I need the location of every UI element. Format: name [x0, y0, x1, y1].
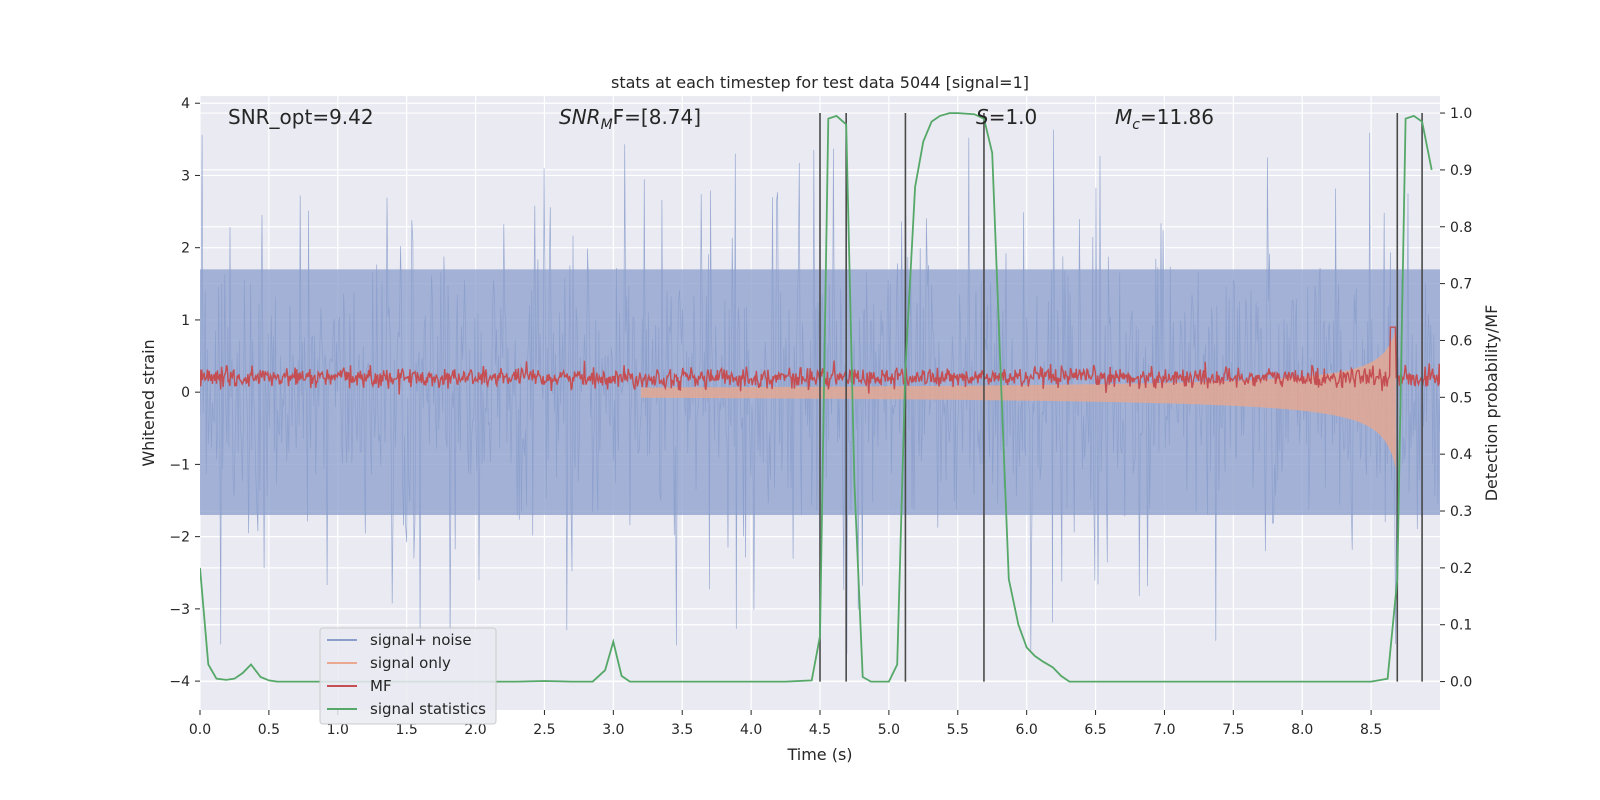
- x-tick-label-9: 4.5: [809, 722, 831, 738]
- x-tick-label-17: 8.5: [1360, 722, 1382, 738]
- y-right-axis-label: Detection probability/MF: [1482, 305, 1501, 502]
- legend-label-signal: signal only: [370, 654, 451, 672]
- x-tick-label-3: 1.5: [396, 722, 418, 738]
- yr-tick-label-8: 0.8: [1450, 220, 1472, 236]
- x-axis: 0.0 0.5 1.0 1.5 2.0 2.5 3.0 3.5 4.0 4.5 5.0 5.5 6.0 6…: [189, 710, 1382, 738]
- x-tick-label-6: 3.0: [602, 722, 624, 738]
- annotation-mc: Mc=11.86: [1115, 105, 1214, 133]
- yr-tick-label-0: 0.0: [1450, 675, 1472, 691]
- yr-tick-label-5: 0.5: [1450, 390, 1472, 406]
- x-tick-label-4: 2.0: [464, 722, 486, 738]
- x-tick-label-5: 2.5: [533, 722, 555, 738]
- y-left-axis-label: Whitened strain: [139, 339, 158, 466]
- legend-frame: [319, 627, 497, 725]
- annotation-mc-sub: c: [1132, 117, 1140, 133]
- series-signal-only: [640, 328, 1396, 470]
- x-tick-label-12: 6.0: [1016, 722, 1038, 738]
- annotation-snr-opt: SNR_opt=9.42: [228, 105, 374, 129]
- yl-tick-label-5: 1: [181, 313, 190, 329]
- legend-label-noise: signal+ noise: [370, 631, 472, 649]
- yr-tick-label-9: 0.9: [1450, 163, 1472, 179]
- x-tick-label-2: 1.0: [327, 722, 349, 738]
- annotation-s: S=1.0: [976, 105, 1037, 129]
- yr-tick-label-10: 1.0: [1450, 106, 1472, 122]
- chart-title: stats at each timestep for test data 504…: [611, 73, 1029, 92]
- annotation-s-var: S: [976, 105, 989, 129]
- x-tick-label-15: 7.5: [1222, 722, 1244, 738]
- yl-tick-label-3: −1: [169, 457, 190, 473]
- y-left-axis: −4 −3 −2 −1 0 1 2 3 4: [169, 96, 200, 690]
- x-tick-label-8: 4.0: [740, 722, 762, 738]
- x-tick-label-13: 6.5: [1084, 722, 1106, 738]
- x-tick-label-14: 7.0: [1153, 722, 1175, 738]
- yl-tick-label-8: 4: [181, 96, 190, 112]
- data-layer: [200, 112, 1440, 683]
- x-axis-label: Time (s): [786, 745, 852, 764]
- legend-label-stat: signal statistics: [370, 700, 486, 718]
- x-tick-label-7: 3.5: [671, 722, 693, 738]
- y-right-axis: 0.0 0.1 0.2 0.3 0.4 0.5 0.6 0.7 0.8 0.9 1.0: [1440, 106, 1472, 691]
- yl-tick-label-1: −3: [169, 602, 190, 618]
- legend-label-mf: MF: [370, 677, 392, 695]
- yr-tick-label-3: 0.3: [1450, 504, 1472, 520]
- annotation-snr-mf-sub: M: [601, 117, 613, 133]
- annotation-s-rest: =1.0: [989, 105, 1038, 129]
- x-tick-label-10: 5.0: [878, 722, 900, 738]
- yr-tick-label-6: 0.6: [1450, 333, 1472, 349]
- x-tick-label-16: 8.0: [1291, 722, 1313, 738]
- yr-tick-label-2: 0.2: [1450, 561, 1472, 577]
- annotation-snr-mf: SNRMF=[8.74]: [559, 105, 701, 133]
- yl-tick-label-6: 2: [181, 241, 190, 257]
- yr-tick-label-7: 0.7: [1450, 277, 1472, 293]
- x-tick-label-1: 0.5: [258, 722, 280, 738]
- annotation-mc-rest: =11.86: [1140, 105, 1214, 129]
- yl-tick-label-0: −4: [169, 674, 190, 690]
- yl-tick-label-7: 3: [181, 168, 190, 184]
- annotation-snr-mf-base: SNR: [559, 105, 601, 129]
- annotation-mc-var: M: [1115, 105, 1132, 129]
- x-tick-label-0: 0.0: [189, 722, 211, 738]
- x-tick-label-11: 5.5: [947, 722, 969, 738]
- yr-tick-label-1: 0.1: [1450, 618, 1472, 634]
- yl-tick-label-4: 0: [181, 385, 190, 401]
- yr-tick-label-4: 0.4: [1450, 447, 1472, 463]
- annotation-snr-mf-rest: F=[8.74]: [613, 105, 701, 129]
- legend: signal+ noise signal only MF signal stat…: [319, 627, 497, 725]
- yl-tick-label-2: −2: [169, 530, 190, 546]
